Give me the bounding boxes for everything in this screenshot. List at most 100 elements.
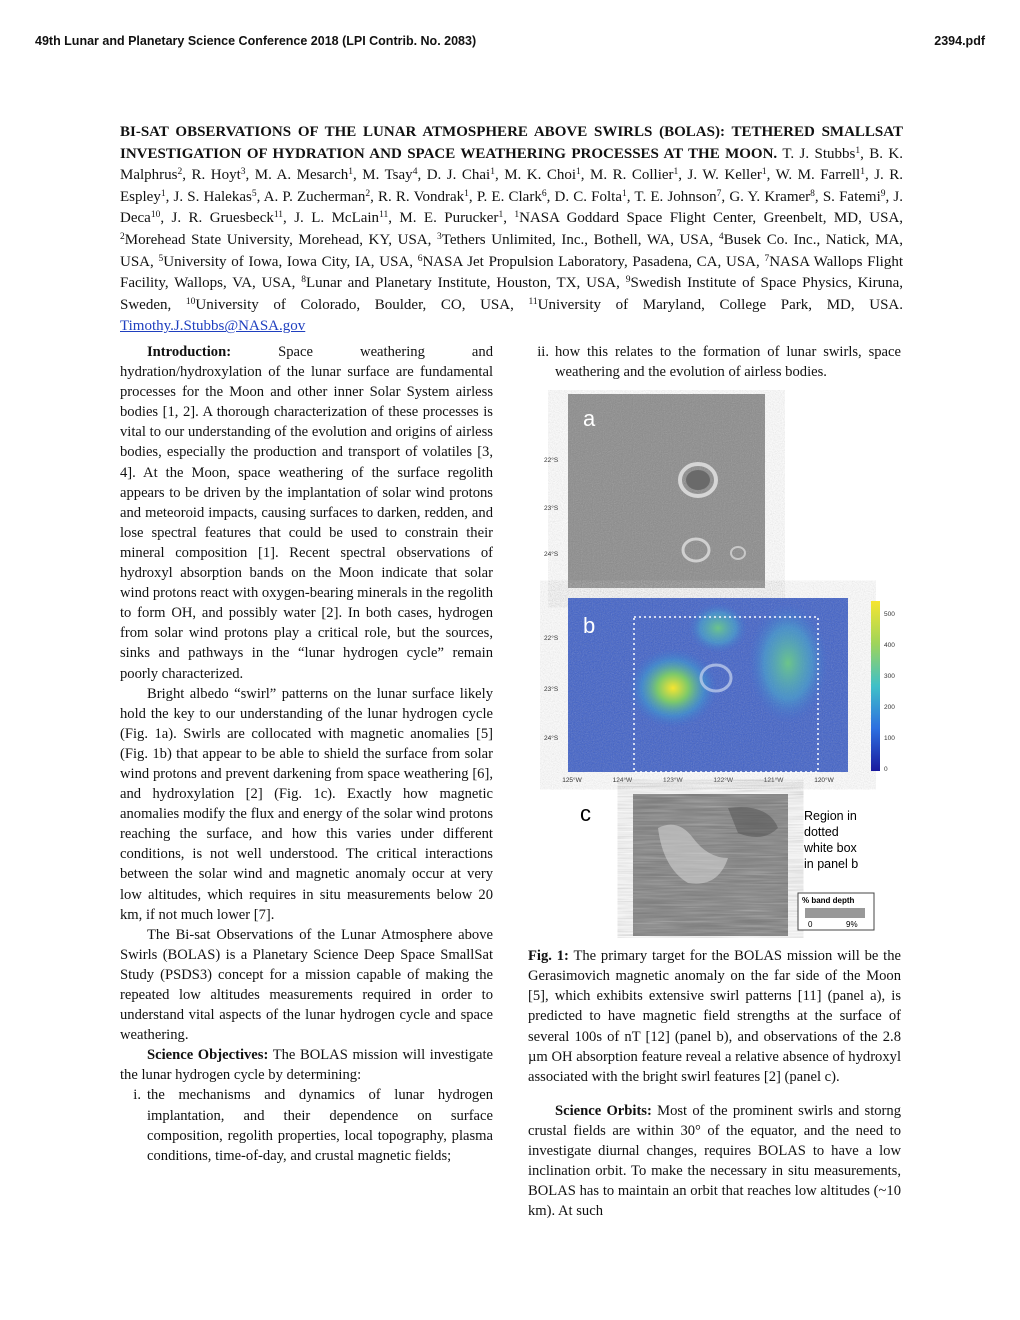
file-name: 2394.pdf xyxy=(934,34,985,48)
author-name: R. R. Vondrak xyxy=(378,188,465,205)
affiliation-number: 5 xyxy=(158,253,164,264)
author-name: W. M. Farrell xyxy=(775,167,861,184)
affiliation-number: 1 xyxy=(514,210,520,221)
author-name: T. J. Stubbs xyxy=(782,145,856,162)
dotted-box xyxy=(633,616,819,773)
affiliation-number: 8 xyxy=(301,275,306,286)
affiliation-mark: 11 xyxy=(379,210,389,221)
author-name: M. E. Purucker xyxy=(399,210,499,227)
affiliation: University of Iowa, Iowa City, IA, USA, xyxy=(163,253,413,270)
panel-label: a xyxy=(583,406,596,431)
author-name: J. S. Halekas xyxy=(173,188,252,205)
lon-tick: 120°W xyxy=(814,776,834,784)
affiliation-mark: 2 xyxy=(365,188,371,199)
right-column: ii. how this relates to the formation of … xyxy=(528,342,901,1221)
email-link[interactable]: Timothy.J.Stubbs@NASA.gov xyxy=(120,318,306,335)
affiliation: NASA Jet Propulsion Laboratory, Pasadena… xyxy=(422,253,760,270)
affiliations: 1NASA Goddard Space Flight Center, Green… xyxy=(120,210,903,312)
affiliation-mark: 1 xyxy=(673,167,679,178)
list-text: how this relates to the formation of lun… xyxy=(555,344,901,381)
author-name: J. R. Gruesbeck xyxy=(171,210,274,227)
legend-title: % band depth xyxy=(802,896,855,905)
left-column: Introduction: Space weathering and hydra… xyxy=(120,342,493,1166)
separator: , xyxy=(860,145,864,162)
affiliation-number: 6 xyxy=(417,253,423,264)
figure: a 22°S 23°S 24°S b 22°S 23°S 24°S 500 400… xyxy=(544,394,895,937)
colorbar xyxy=(871,601,880,772)
affiliation-number: 4 xyxy=(718,231,724,242)
paragraph: Introduction: Space weathering and hydra… xyxy=(120,342,493,684)
lat-axis: 22°S 23°S 24°S xyxy=(544,634,559,742)
affiliation-mark: 9 xyxy=(880,188,886,199)
separator: , xyxy=(626,188,631,205)
section-heading: Science Objectives: xyxy=(147,1047,269,1064)
colorbar-tick: 100 xyxy=(884,735,895,742)
separator: , xyxy=(766,167,771,184)
separator: , xyxy=(417,167,422,184)
affiliation-mark: 1 xyxy=(160,188,166,199)
separator: , xyxy=(885,188,890,205)
colorbar-tick: 0 xyxy=(884,766,888,773)
text: Most of the prominent swirls and storng … xyxy=(528,1102,901,1220)
legend-scale xyxy=(805,908,865,919)
lat-axis: 22°S 23°S 24°S xyxy=(544,456,559,558)
separator: , xyxy=(353,167,357,184)
affiliation-mark: 1 xyxy=(761,167,767,178)
separator: , xyxy=(468,188,473,205)
separator: , xyxy=(814,188,819,205)
crater xyxy=(681,537,711,563)
author-name: T. E. Johnson xyxy=(634,188,717,205)
note-line: in panel b xyxy=(804,857,858,871)
note-line: white box xyxy=(803,841,858,855)
lat-tick: 23°S xyxy=(544,685,559,693)
list-item: ii. how this relates to the formation of … xyxy=(528,342,901,382)
author-name: P. E. Clark xyxy=(476,188,542,205)
author-name: D. J. Chai xyxy=(426,167,491,184)
lon-tick: 124°W xyxy=(613,776,633,784)
text: The BOLAS mission will investigate the l… xyxy=(120,1047,494,1084)
field-peak xyxy=(628,648,718,729)
lat-tick: 22°S xyxy=(544,634,559,642)
affiliation-mark: 1 xyxy=(576,167,581,178)
separator: , xyxy=(721,188,726,205)
affiliation: University of Maryland, College Park, MD… xyxy=(537,296,904,313)
separator: , xyxy=(283,210,287,227)
author-name: G. Y. Kramer xyxy=(729,188,811,205)
lon-tick: 121°W xyxy=(764,776,784,784)
affiliation: Morehead State University, Morehead, KY,… xyxy=(124,231,432,248)
text: Space weathering and hydration/hydroxyla… xyxy=(120,344,493,682)
separator: , xyxy=(678,167,683,184)
field-peak xyxy=(748,603,828,724)
author-name: M. A. Mesarch xyxy=(254,167,349,184)
affiliation-number: 9 xyxy=(625,275,631,286)
colorbar-tick: 500 xyxy=(884,611,895,618)
title-block: BI-SAT OBSERVATIONS OF THE LUNAR ATMOSPH… xyxy=(120,122,903,338)
crater xyxy=(730,546,746,561)
legend-min: 0 xyxy=(808,920,813,929)
affiliation: Tethers Unlimited, Inc., Bothell, WA, US… xyxy=(441,231,714,248)
section-heading: Introduction: xyxy=(147,344,232,360)
caption-label: Fig. 1: xyxy=(528,948,569,965)
paragraph: Science Orbits: Most of the prominent sw… xyxy=(528,1101,901,1222)
affiliation-mark: 7 xyxy=(716,188,722,199)
caption: Fig. 1: The primary target for the BOLAS… xyxy=(528,946,901,1087)
affiliation-number: 11 xyxy=(528,296,538,307)
affiliation-mark: 3 xyxy=(240,167,246,178)
author-name: S. Fatemi xyxy=(822,188,881,205)
author-name: M. K. Choi xyxy=(504,167,577,184)
panel-label: c xyxy=(580,801,591,826)
author-name: B. K. Malphrus xyxy=(120,145,904,184)
separator: , xyxy=(580,167,585,184)
affiliation-mark: 1 xyxy=(622,188,627,199)
affiliation-number: 10 xyxy=(185,296,196,307)
author-name: A. P. Zucherman xyxy=(263,188,366,205)
separator: , xyxy=(160,210,165,227)
affiliation: NASA Wallops Flight Facility, Wallops, V… xyxy=(120,253,904,292)
affiliation-mark: 1 xyxy=(860,167,865,178)
author-name: J. R. Espley xyxy=(120,167,904,205)
colorbar-ticks: 500 400 300 200 100 0 xyxy=(884,611,895,773)
panel-label: b xyxy=(583,613,595,638)
lon-tick: 125°W xyxy=(562,776,582,784)
